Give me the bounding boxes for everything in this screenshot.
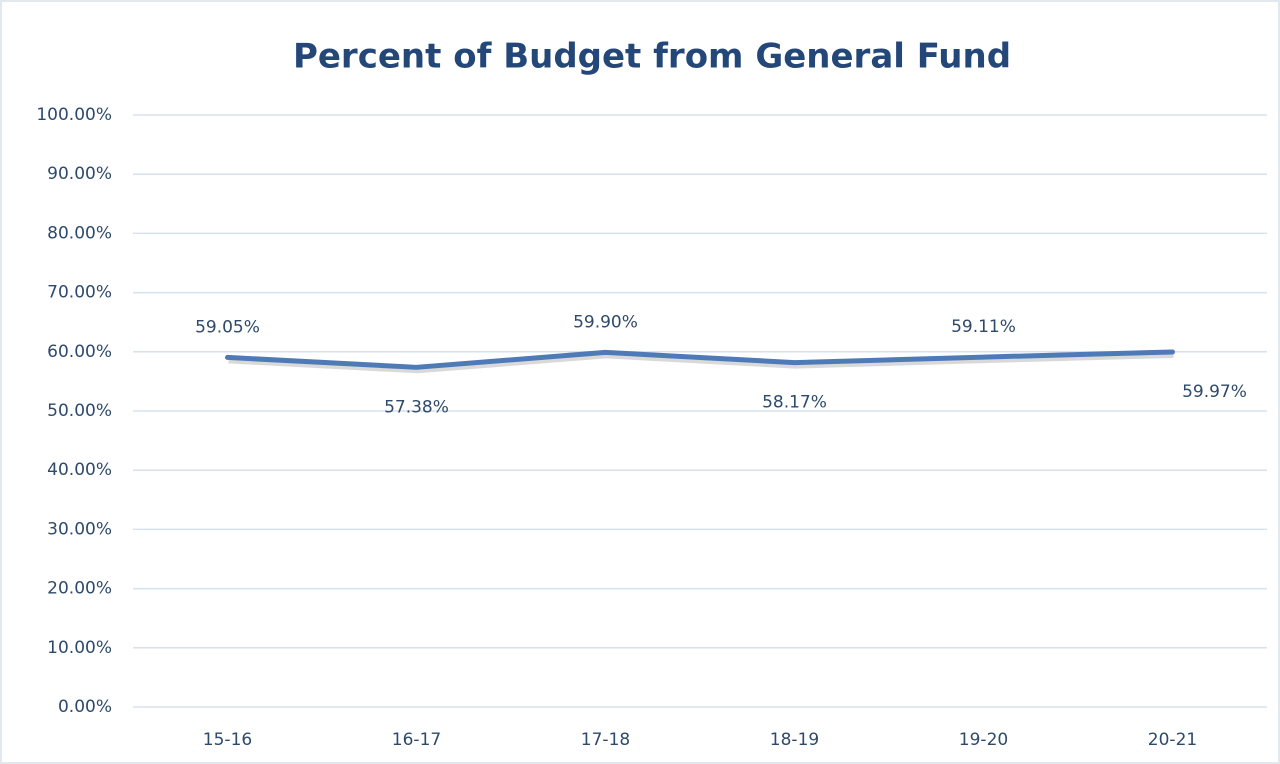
x-tick-label: 15-16: [203, 730, 252, 750]
chart-title: Percent of Budget from General Fund: [293, 37, 1011, 77]
y-tick-label: 100.00%: [36, 105, 112, 125]
y-tick-label: 60.00%: [47, 342, 112, 362]
data-label: 57.38%: [384, 397, 449, 417]
data-label: 59.11%: [951, 317, 1016, 337]
x-tick-label: 20-21: [1148, 730, 1197, 750]
y-tick-label: 70.00%: [47, 283, 112, 303]
x-tick-label: 19-20: [959, 730, 1008, 750]
y-tick-label: 20.00%: [47, 579, 112, 599]
x-tick-label: 18-19: [770, 730, 819, 750]
line-shadow: [228, 351, 1174, 374]
y-tick-label: 40.00%: [47, 460, 112, 480]
data-label: 59.05%: [195, 317, 260, 337]
data-label: 58.17%: [762, 393, 827, 413]
y-tick-label: 80.00%: [47, 223, 112, 243]
y-tick-label: 0.00%: [58, 697, 112, 717]
line: [225, 349, 1175, 370]
y-tick-label: 90.00%: [47, 164, 112, 184]
y-tick-label: 30.00%: [47, 519, 112, 539]
y-tick-label: 50.00%: [47, 401, 112, 421]
x-tick-label: 17-18: [581, 730, 630, 750]
y-tick-label: 10.00%: [47, 638, 112, 658]
x-tick-label: 16-17: [392, 730, 441, 750]
data-label: 59.97%: [1182, 382, 1247, 402]
data-label: 59.90%: [573, 312, 638, 332]
